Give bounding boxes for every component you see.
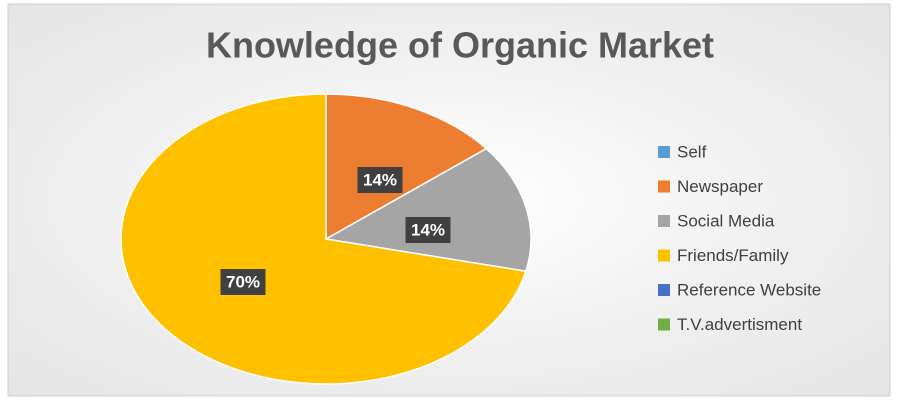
data-label-box	[405, 217, 451, 243]
data-label: 14%	[363, 170, 397, 189]
legend-label: Self	[677, 142, 707, 161]
legend-swatch	[658, 215, 670, 227]
legend-swatch	[658, 284, 670, 296]
data-label: 70%	[226, 272, 260, 291]
legend-label: Newspaper	[677, 177, 763, 196]
legend-label: Social Media	[677, 211, 775, 230]
data-label-box	[220, 269, 266, 295]
chart-title: Knowledge of Organic Market	[206, 25, 714, 66]
pie-slice	[325, 93, 488, 241]
legend-swatch	[658, 249, 670, 262]
legend-swatch	[658, 318, 670, 331]
legend-swatch	[658, 180, 670, 193]
legend-swatch	[658, 146, 670, 158]
pie-slice	[120, 93, 527, 385]
data-label: 14%	[411, 220, 445, 239]
legend-label: Friends/Family	[677, 246, 789, 265]
data-label-box	[357, 167, 403, 193]
legend-label: Reference Website	[677, 280, 821, 299]
pie-slice	[323, 147, 532, 273]
legend-label: T.V.advertisment	[677, 315, 802, 334]
